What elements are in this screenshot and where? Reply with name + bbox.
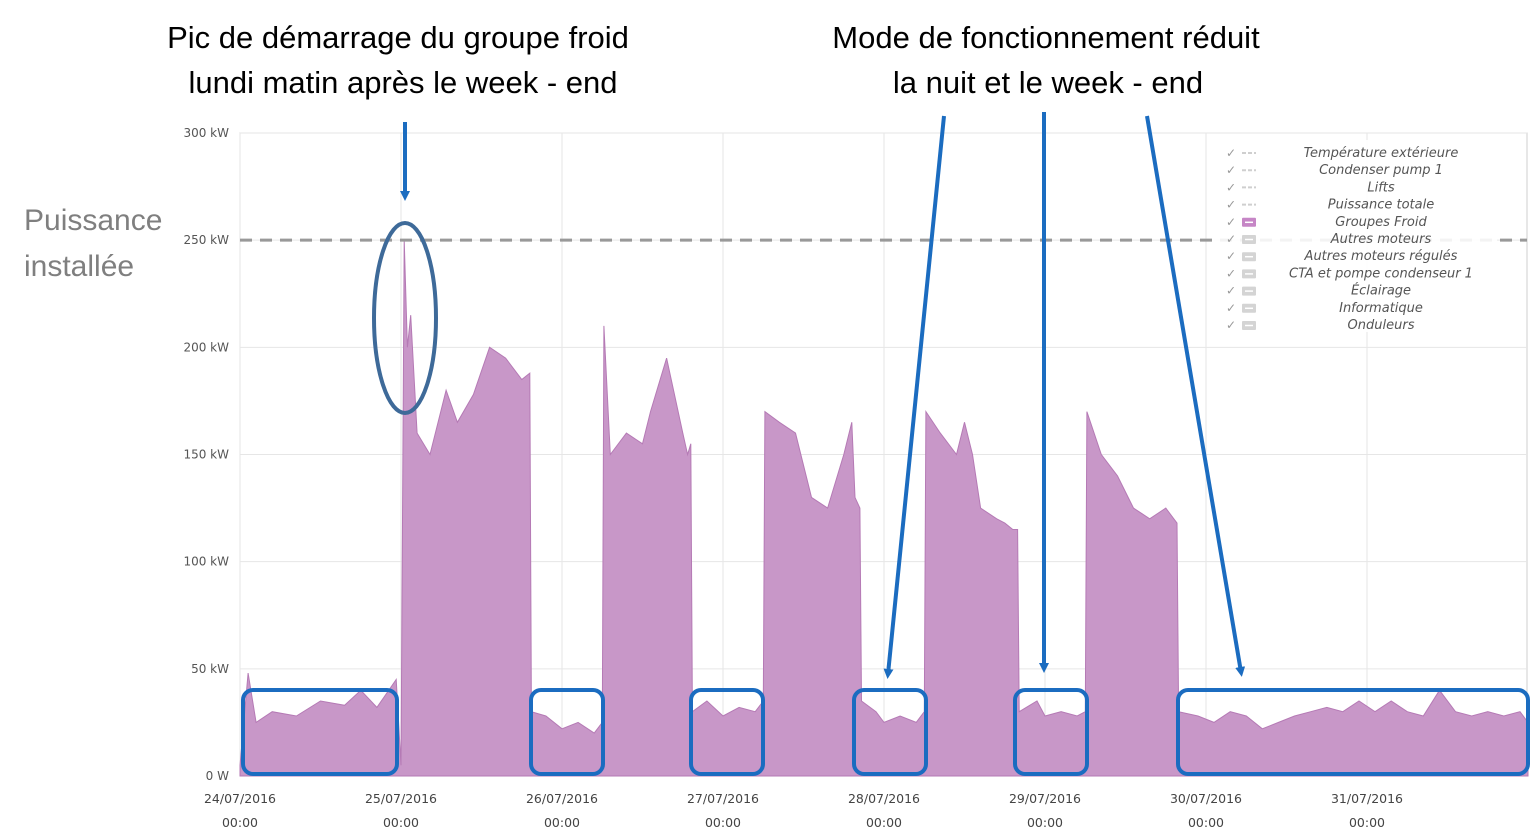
x-axis: 24/07/2016 00:00 25/07/2016 00:00 26/07/2016… bbox=[204, 791, 1403, 830]
legend-label-0[interactable]: Température extérieure bbox=[1304, 146, 1459, 161]
y-tick-label-2: 100 kW bbox=[183, 555, 229, 569]
reduced-arrow-3 bbox=[1145, 115, 1246, 677]
reduced-annotation-line1: Mode de fonctionnement réduit bbox=[832, 20, 1260, 55]
night-box-2 bbox=[529, 688, 605, 776]
legend-label-2[interactable]: Lifts bbox=[1367, 180, 1395, 195]
peak-annotation-line1: Pic de démarrage du groupe froid bbox=[167, 20, 629, 55]
legend: ✓ Température extérieure ✓ Condenser pump 1… bbox=[1226, 146, 1473, 333]
x-tick-time-0: 00:00 bbox=[222, 815, 258, 830]
legend-label-10[interactable]: Onduleurs bbox=[1348, 318, 1415, 333]
x-tick-time-2: 00:00 bbox=[544, 815, 580, 830]
x-tick-time-6: 00:00 bbox=[1188, 815, 1224, 830]
x-tick-date-4: 28/07/2016 bbox=[848, 791, 920, 806]
peak-annotation-line2: lundi matin après le week - end bbox=[188, 65, 617, 100]
y-tick-label-3: 150 kW bbox=[183, 448, 229, 462]
legend-label-9[interactable]: Informatique bbox=[1339, 301, 1423, 316]
y-tick-label-4: 200 kW bbox=[183, 340, 229, 354]
legend-label-1[interactable]: Condenser pump 1 bbox=[1319, 163, 1443, 178]
legend-check-7[interactable]: ✓ bbox=[1226, 266, 1236, 280]
x-tick-date-0: 24/07/2016 bbox=[204, 791, 276, 806]
x-tick-date-3: 27/07/2016 bbox=[687, 791, 759, 806]
legend-label-7[interactable]: CTA et pompe condenseur 1 bbox=[1289, 266, 1473, 281]
legend-label-5[interactable]: Autres moteurs bbox=[1330, 232, 1432, 247]
x-tick-time-1: 00:00 bbox=[383, 815, 419, 830]
x-tick-date-5: 29/07/2016 bbox=[1009, 791, 1081, 806]
legend-check-8[interactable]: ✓ bbox=[1226, 284, 1236, 298]
series-groupes-froid bbox=[239, 240, 1529, 777]
reduced-mode-boxes bbox=[241, 688, 1530, 776]
night-box-1 bbox=[241, 688, 399, 776]
y-tick-label-6: 300 kW bbox=[183, 126, 229, 140]
legend-label-6[interactable]: Autres moteurs régulés bbox=[1304, 249, 1458, 264]
y-tick-label-0: 0 W bbox=[206, 769, 229, 783]
night-box-3 bbox=[689, 688, 765, 776]
x-tick-time-3: 00:00 bbox=[705, 815, 741, 830]
legend-label-8[interactable]: Éclairage bbox=[1351, 283, 1411, 299]
legend-check-1[interactable]: ✓ bbox=[1226, 163, 1236, 177]
reduced-annotation-line2: la nuit et le week - end bbox=[893, 65, 1203, 100]
peak-ellipse bbox=[372, 221, 438, 415]
x-tick-date-6: 30/07/2016 bbox=[1170, 791, 1242, 806]
legend-check-0[interactable]: ✓ bbox=[1226, 146, 1236, 160]
legend-box bbox=[1212, 140, 1497, 332]
legend-check-9[interactable]: ✓ bbox=[1226, 301, 1236, 315]
legend-check-5[interactable]: ✓ bbox=[1226, 232, 1236, 246]
series-area bbox=[239, 240, 1529, 777]
x-tick-time-4: 00:00 bbox=[866, 815, 902, 830]
legend-check-3[interactable]: ✓ bbox=[1226, 198, 1236, 212]
y-tick-label-5: 250 kW bbox=[183, 233, 229, 247]
night-box-5 bbox=[1013, 688, 1089, 776]
night-box-4 bbox=[852, 688, 928, 776]
legend-label-3[interactable]: Puissance totale bbox=[1328, 198, 1434, 213]
legend-label-4[interactable]: Groupes Froid bbox=[1335, 215, 1427, 230]
weekend-box bbox=[1176, 688, 1530, 776]
x-tick-time-5: 00:00 bbox=[1027, 815, 1063, 830]
x-tick-time-7: 00:00 bbox=[1349, 815, 1385, 830]
legend-check-2[interactable]: ✓ bbox=[1226, 180, 1236, 194]
x-tick-date-7: 31/07/2016 bbox=[1331, 791, 1403, 806]
x-tick-date-2: 26/07/2016 bbox=[526, 791, 598, 806]
x-tick-date-1: 25/07/2016 bbox=[365, 791, 437, 806]
installed-power-label-line2: installée bbox=[24, 250, 134, 283]
y-tick-label-1: 50 kW bbox=[191, 662, 229, 676]
y-axis: 0 W 50 kW 100 kW 150 kW 200 kW 250 kW 300 kW bbox=[183, 126, 229, 783]
legend-check-6[interactable]: ✓ bbox=[1226, 249, 1236, 263]
annotation-arrows bbox=[400, 112, 1246, 679]
installed-power-label-line1: Puissance bbox=[24, 204, 162, 237]
reduced-arrow-1 bbox=[883, 115, 946, 679]
legend-check-10[interactable]: ✓ bbox=[1226, 318, 1236, 332]
legend-check-4[interactable]: ✓ bbox=[1226, 215, 1236, 229]
